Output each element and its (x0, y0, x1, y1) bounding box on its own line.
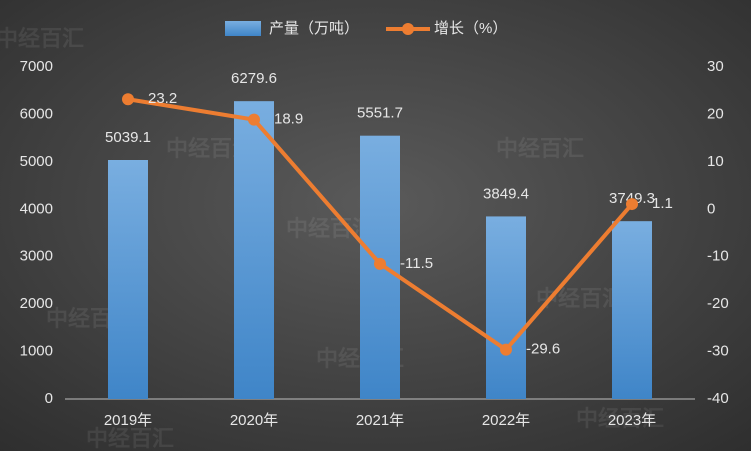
line-marker (374, 257, 386, 270)
bar-value-label: 3849.4 (483, 185, 529, 202)
y-tick-label: 1000 (20, 343, 53, 360)
x-tick-label: 2021年 (356, 412, 404, 429)
y-tick-label: 7000 (20, 58, 53, 75)
line-value-label: -11.5 (400, 255, 433, 272)
y-tick-label: 6000 (20, 105, 53, 122)
line-marker (122, 93, 134, 106)
x-tick-label: 2020年 (230, 412, 278, 429)
watermark: 中经百汇 (0, 26, 84, 51)
y2-tick-label: -10 (707, 248, 729, 265)
x-tick-label: 2022年 (482, 412, 530, 429)
y-tick-label: 0 (45, 390, 53, 407)
y-tick-label: 3000 (20, 248, 53, 265)
watermark: 中经百汇 (496, 136, 584, 161)
legend-label: 产量（万吨） (269, 20, 359, 37)
bar-value-label: 5039.1 (105, 129, 151, 146)
y2-tick-label: 10 (707, 153, 724, 170)
bar (612, 221, 652, 399)
y2-tick-label: -20 (707, 295, 729, 312)
line-value-label: 23.2 (148, 90, 177, 107)
line-value-label: 18.9 (274, 111, 303, 128)
line-marker (248, 113, 260, 126)
line-value-label: -29.6 (526, 341, 560, 358)
line-marker (626, 198, 638, 211)
bar-value-label: 5551.7 (357, 105, 403, 122)
y2-tick-label: 0 (707, 200, 715, 217)
y2-tick-label: 30 (707, 58, 724, 75)
y-tick-label: 5000 (20, 153, 53, 170)
x-tick-label: 2023年 (608, 412, 656, 429)
bar (108, 160, 148, 399)
y2-tick-label: -30 (707, 343, 729, 360)
line-marker (500, 343, 512, 356)
y-tick-label: 4000 (20, 200, 53, 217)
bar (234, 101, 274, 399)
line-value-label: 1.1 (652, 195, 673, 212)
y2-tick-label: 20 (707, 105, 724, 122)
legend-swatch (225, 21, 261, 36)
bar (486, 216, 526, 399)
watermark: 中经百汇 (86, 426, 174, 451)
watermark: 中经百汇 (286, 216, 374, 241)
watermark: 中经百汇 (576, 406, 664, 431)
x-tick-label: 2019年 (104, 412, 152, 429)
legend-label: 增长（%） (434, 20, 507, 37)
bar-value-label: 6279.6 (231, 70, 277, 87)
y-tick-label: 2000 (20, 295, 53, 312)
y2-tick-label: -40 (707, 390, 729, 407)
legend-swatch (402, 23, 414, 35)
